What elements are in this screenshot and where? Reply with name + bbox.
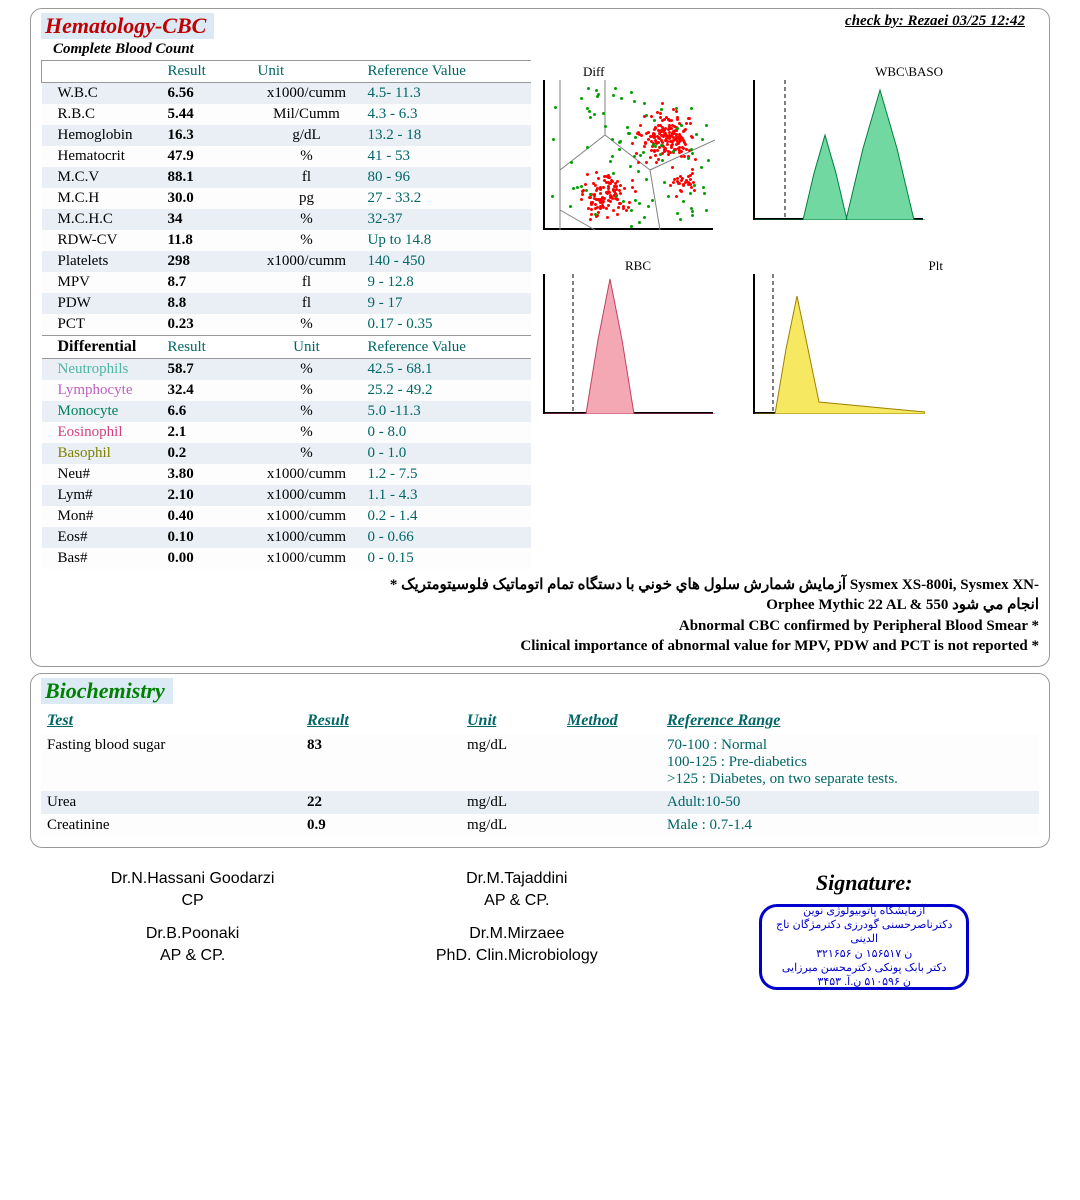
table-row: Neutrophils58.7%42.5 - 68.1 <box>42 359 532 381</box>
hematology-title: Hematology-CBC <box>41 13 214 39</box>
table-row: M.C.H30.0pg27 - 33.2 <box>42 188 532 209</box>
table-row: Basophil0.2%0 - 1.0 <box>42 443 532 464</box>
table-row: RDW-CV11.8%Up to 14.8 <box>42 230 532 251</box>
table-row: Fasting blood sugar83mg/dL70-100 : Norma… <box>41 734 1039 791</box>
chart-rbc: RBC <box>543 258 733 414</box>
hematology-panel: check by: Rezaei 03/25 12:42 Hematology-… <box>30 8 1050 667</box>
table-row: W.B.C6.56x1000/cumm4.5- 11.3 <box>42 83 532 105</box>
check-by: check by: Rezaei 03/25 12:42 <box>845 13 1025 30</box>
hematology-notes: * آزمایش شمارش سلول هاي خوني با دستگاه ت… <box>41 575 1039 656</box>
table-row: PDW8.8fl9 - 17 <box>42 293 532 314</box>
table-row: PCT0.23%0.17 - 0.35 <box>42 314 532 336</box>
biochem-title: Biochemistry <box>41 678 173 704</box>
table-row: M.C.H.C34%32-37 <box>42 209 532 230</box>
hdr-ref: Reference Value <box>362 61 532 83</box>
biochem-table: Test Result Unit Method Reference Range … <box>41 708 1039 837</box>
diff-header: Differential <box>42 336 162 359</box>
biochem-panel: Biochemistry Test Result Unit Method Ref… <box>30 673 1050 848</box>
stamp-icon: آزمایشگاه پاتوبیولوژی نوین دکترناصرحسنی … <box>759 904 969 990</box>
table-row: Lymphocyte32.4%25.2 - 49.2 <box>42 380 532 401</box>
hematology-subtitle: Complete Blood Count <box>53 41 1039 58</box>
chart-plt: Plt <box>753 258 943 414</box>
table-row: Hemoglobin16.3g/dL13.2 - 18 <box>42 125 532 146</box>
table-row: Urea22mg/dLAdult:10-50 <box>41 791 1039 814</box>
signature-row: Dr.N.Hassani Goodarzi CP Dr.B.Poonaki AP… <box>30 868 1050 990</box>
charts-area: Diff WBC\BASO RBC Plt <box>543 60 1039 569</box>
table-row: R.B.C5.44Mil/Cumm4.3 - 6.3 <box>42 104 532 125</box>
table-row: M.C.V88.1fl80 - 96 <box>42 167 532 188</box>
table-row: Bas#0.00x1000/cumm0 - 0.15 <box>42 548 532 569</box>
signature-col-3: Signature: آزمایشگاه پاتوبیولوژی نوین دک… <box>759 868 969 990</box>
hdr-result: Result <box>162 61 252 83</box>
table-row: Monocyte6.6%5.0 -11.3 <box>42 401 532 422</box>
table-row: Eos#0.10x1000/cumm0 - 0.66 <box>42 527 532 548</box>
hdr-unit: Unit <box>252 61 362 83</box>
table-row: Eosinophil2.1%0 - 8.0 <box>42 422 532 443</box>
signature-col-1: Dr.N.Hassani Goodarzi CP Dr.B.Poonaki AP… <box>111 868 275 966</box>
table-row: Neu#3.80x1000/cumm1.2 - 7.5 <box>42 464 532 485</box>
table-row: Platelets298x1000/cumm140 - 450 <box>42 251 532 272</box>
cbc-table: Result Unit Reference Value W.B.C6.56x10… <box>41 60 531 569</box>
table-row: Hematocrit47.9%41 - 53 <box>42 146 532 167</box>
table-row: Lym#2.10x1000/cumm1.1 - 4.3 <box>42 485 532 506</box>
chart-wbc: WBC\BASO <box>753 64 943 230</box>
signature-col-2: Dr.M.Tajaddini AP & CP. Dr.M.Mirzaee PhD… <box>436 868 598 966</box>
table-row: Creatinine0.9mg/dLMale : 0.7-1.4 <box>41 814 1039 837</box>
chart-diff: Diff <box>543 64 733 230</box>
table-row: MPV8.7fl9 - 12.8 <box>42 272 532 293</box>
table-row: Mon#0.40x1000/cumm0.2 - 1.4 <box>42 506 532 527</box>
